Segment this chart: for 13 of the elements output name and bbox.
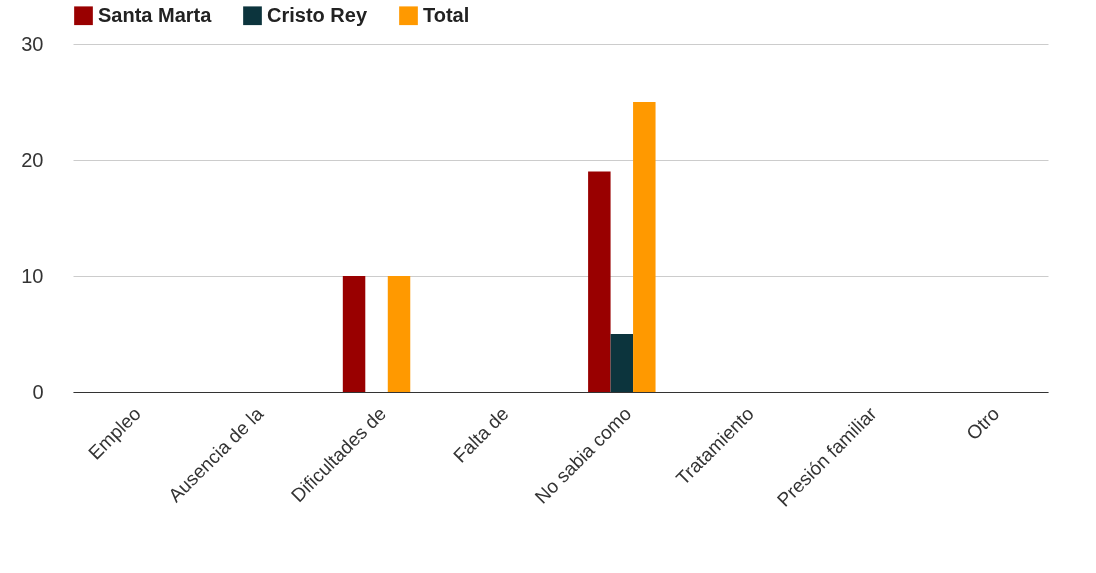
- legend-label: Total: [423, 3, 470, 26]
- bar: [387, 276, 411, 392]
- y-tick-label: 10: [21, 264, 44, 287]
- y-tick-label: 30: [21, 32, 44, 55]
- legend-label: Cristo Rey: [267, 3, 368, 26]
- bar: [342, 276, 366, 392]
- x-tick-label: Otro: [962, 403, 1004, 445]
- y-tick-label: 0: [32, 380, 44, 403]
- bar: [610, 334, 634, 392]
- bar: [633, 102, 656, 392]
- y-tick-label: 20: [21, 148, 44, 171]
- legend-label: Santa Marta: [98, 3, 213, 26]
- bar: [588, 171, 611, 392]
